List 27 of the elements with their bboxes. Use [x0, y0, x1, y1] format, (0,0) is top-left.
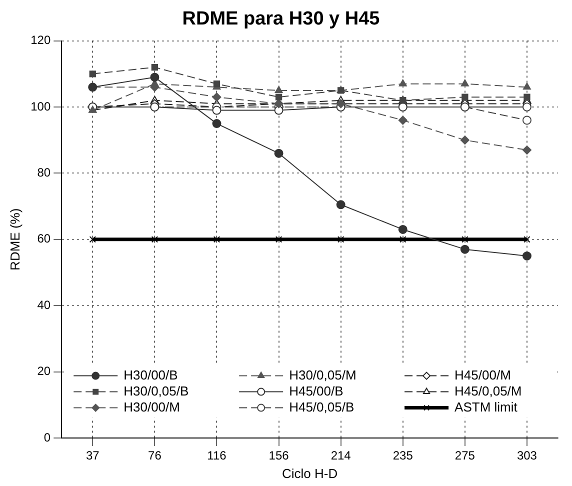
- y-tick-label: 20: [37, 364, 51, 378]
- x-tick-label: 37: [86, 448, 100, 463]
- x-tick-label: 275: [454, 448, 476, 463]
- x-tick-label: 303: [516, 448, 538, 463]
- y-tick-label: 40: [37, 298, 51, 312]
- y-tick-label: 120: [30, 33, 51, 48]
- x-tick-label: 156: [268, 448, 290, 463]
- legend-label: H45/00/B: [289, 383, 344, 398]
- legend-label: H45/00/M: [454, 367, 511, 382]
- legend-label: H30/00/B: [124, 367, 178, 382]
- x-tick-label: 76: [148, 448, 162, 463]
- x-tick-label: 214: [330, 448, 352, 463]
- legend-label: H45/0,05/M: [454, 383, 522, 398]
- y-tick-label: 0: [44, 430, 51, 444]
- x-tick-label: 235: [392, 448, 414, 463]
- x-tick-label: 116: [207, 448, 227, 463]
- y-tick-label: 100: [30, 99, 51, 114]
- legend-label: ASTM limit: [454, 399, 518, 414]
- x-axis-title: Ciclo H-D: [282, 466, 338, 481]
- legend-label: H30/0,05/B: [124, 383, 189, 398]
- y-tick-label: 60: [37, 232, 51, 246]
- y-axis-title: RDME (%): [7, 208, 22, 270]
- legend-label: H30/00/M: [124, 399, 180, 414]
- chart-title: RDME para H30 y H45: [182, 8, 380, 30]
- legend-label: H45/0,05/B: [289, 399, 354, 414]
- y-tick-label: 80: [37, 166, 51, 180]
- legend-label: H30/0,05/M: [289, 367, 356, 382]
